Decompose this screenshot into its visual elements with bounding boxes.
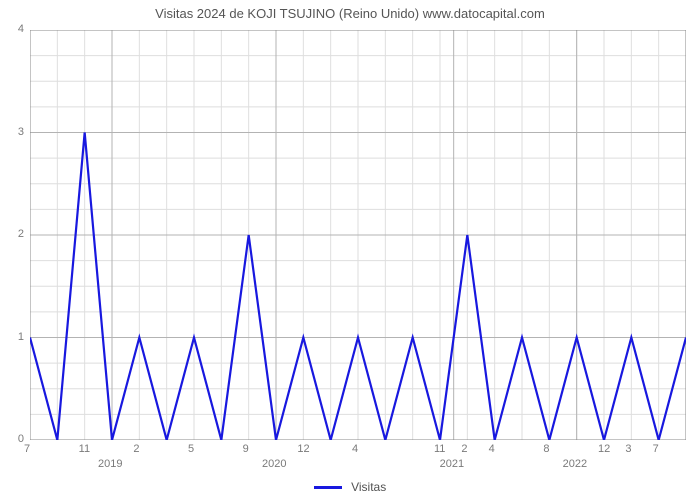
x-month-label: 5 [188, 443, 194, 455]
x-month-label: 8 [543, 443, 549, 455]
x-month-label: 2 [133, 443, 139, 455]
x-year-label: 2022 [563, 458, 587, 470]
x-month-label: 11 [434, 443, 445, 455]
y-tick-label: 4 [18, 23, 24, 35]
legend-label: Visitas [351, 480, 386, 494]
x-month-label: 3 [625, 443, 631, 455]
x-month-label: 9 [243, 443, 249, 455]
x-month-label: 7 [653, 443, 659, 455]
x-month-label: 2 [461, 443, 467, 455]
x-month-label: 7 [24, 443, 30, 455]
x-month-label: 4 [352, 443, 358, 455]
y-tick-label: 2 [18, 228, 24, 240]
chart-legend: Visitas [0, 479, 700, 494]
chart-plot-area [30, 30, 686, 440]
y-tick-label: 1 [18, 331, 24, 343]
x-year-label: 2021 [440, 458, 464, 470]
x-month-label: 4 [489, 443, 495, 455]
x-month-label: 12 [297, 443, 309, 455]
x-month-label: 12 [598, 443, 610, 455]
visits-line-chart: Visitas 2024 de KOJI TSUJINO (Reino Unid… [0, 0, 700, 500]
x-year-label: 2019 [98, 458, 122, 470]
legend-swatch [314, 486, 342, 489]
y-tick-label: 3 [18, 126, 24, 138]
x-year-label: 2020 [262, 458, 286, 470]
chart-svg [30, 30, 686, 440]
chart-title: Visitas 2024 de KOJI TSUJINO (Reino Unid… [0, 6, 700, 21]
x-month-label: 11 [79, 443, 90, 455]
